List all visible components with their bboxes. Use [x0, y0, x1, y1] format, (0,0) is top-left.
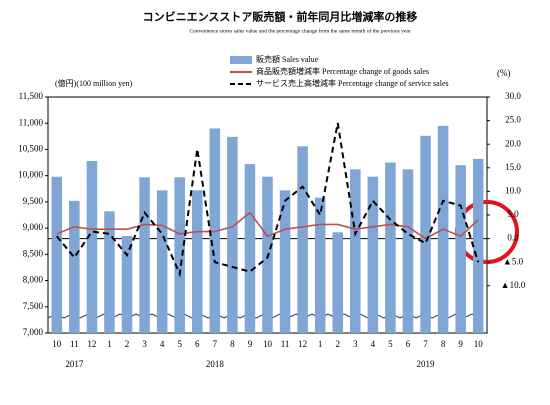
x-tick-label: 4: [371, 339, 376, 349]
x-tick-label: 7: [213, 339, 218, 349]
bar: [455, 165, 466, 333]
bar: [156, 190, 168, 333]
bar: [402, 169, 414, 333]
bar: [51, 176, 63, 333]
chart-title: コンビニエンスストア販売額・前年同月比増減率の推移: [143, 10, 418, 24]
y-tick-label: 11,500: [19, 91, 44, 101]
bar: [297, 146, 308, 333]
year-label: 2017: [65, 359, 84, 369]
x-tick-label: 3: [353, 339, 358, 349]
year-label: 2019: [417, 359, 436, 369]
line-series: [56, 122, 480, 278]
bar: [69, 200, 80, 333]
x-tick-label: 11: [70, 339, 79, 349]
x-tick-label: 12: [298, 339, 307, 349]
x-tick-label: 4: [160, 339, 165, 349]
y-tick-label: 9,500: [23, 196, 44, 206]
y2-tick-label: 15.0: [505, 162, 521, 172]
bar: [227, 136, 238, 333]
x-tick-label: 2: [335, 339, 340, 349]
x-tick-label: 7: [423, 339, 428, 349]
bar: [279, 190, 291, 333]
y2-axis-label: (%): [497, 68, 511, 78]
x-tick-label: 10: [474, 339, 484, 349]
bar: [332, 232, 344, 333]
bar: [314, 197, 326, 333]
x-tick-label: 9: [458, 339, 463, 349]
chart-subtitle: Convenience stores sales value and the p…: [189, 27, 410, 34]
y2-tick-label: 20.0: [505, 138, 521, 148]
x-tick-label: 11: [281, 339, 290, 349]
x-tick-label: 9: [248, 339, 253, 349]
x-tick-label: 10: [263, 339, 273, 349]
y2-tick-label: ▲10.0: [501, 280, 526, 290]
legend-label: サービス売上高増減率 Percentage change of service …: [256, 78, 449, 88]
y-tick-label: 11,000: [19, 117, 44, 127]
x-tick-label: 5: [388, 339, 393, 349]
y2-tick-label: ▲5.0: [503, 256, 524, 266]
y-tick-label: 10,000: [18, 170, 43, 180]
x-tick-label: 8: [230, 339, 235, 349]
x-tick-label: 10: [52, 339, 62, 349]
bar: [104, 211, 115, 333]
y-tick-label: 8,500: [23, 248, 44, 258]
legend-label: 販売額 Sales value: [256, 54, 319, 64]
bar: [191, 190, 203, 333]
y-tick-label: 10,500: [18, 144, 43, 154]
y2-tick-label: 0.0: [507, 233, 519, 243]
bar: [420, 135, 431, 333]
bar: [385, 162, 396, 333]
x-tick-label: 3: [142, 339, 147, 349]
x-tick-label: 1: [107, 339, 112, 349]
line-series: [56, 211, 479, 240]
y-tick-label: 8,000: [23, 275, 44, 285]
y-tick-label: 7,500: [23, 301, 44, 311]
bar: [350, 169, 361, 333]
x-tick-label: 12: [87, 339, 96, 349]
legend-swatch: [230, 56, 252, 64]
x-tick-label: 1: [318, 339, 323, 349]
y2-tick-label: 25.0: [505, 115, 521, 125]
x-tick-label: 2: [125, 339, 130, 349]
x-tick-label: 5: [177, 339, 182, 349]
bar: [86, 160, 98, 333]
bar: [139, 177, 150, 333]
y2-tick-label: 30.0: [505, 91, 521, 101]
y-tick-label: 9,000: [23, 222, 44, 232]
x-tick-label: 6: [195, 339, 200, 349]
bar: [121, 235, 133, 333]
y-axis-label: (億円)(100 million yen): [55, 78, 133, 88]
x-tick-label: 8: [441, 339, 446, 349]
bar: [244, 164, 256, 333]
x-tick-label: 6: [406, 339, 411, 349]
y2-tick-label: 5.0: [507, 209, 519, 219]
bar: [472, 158, 484, 333]
legend-label: 商品販売額増減率 Percentage change of goods sale…: [256, 66, 429, 76]
y-tick-label: 7,000: [23, 327, 44, 337]
bar: [174, 177, 185, 333]
year-label: 2018: [206, 359, 225, 369]
y2-tick-label: 10.0: [505, 185, 521, 195]
bar: [367, 176, 379, 333]
